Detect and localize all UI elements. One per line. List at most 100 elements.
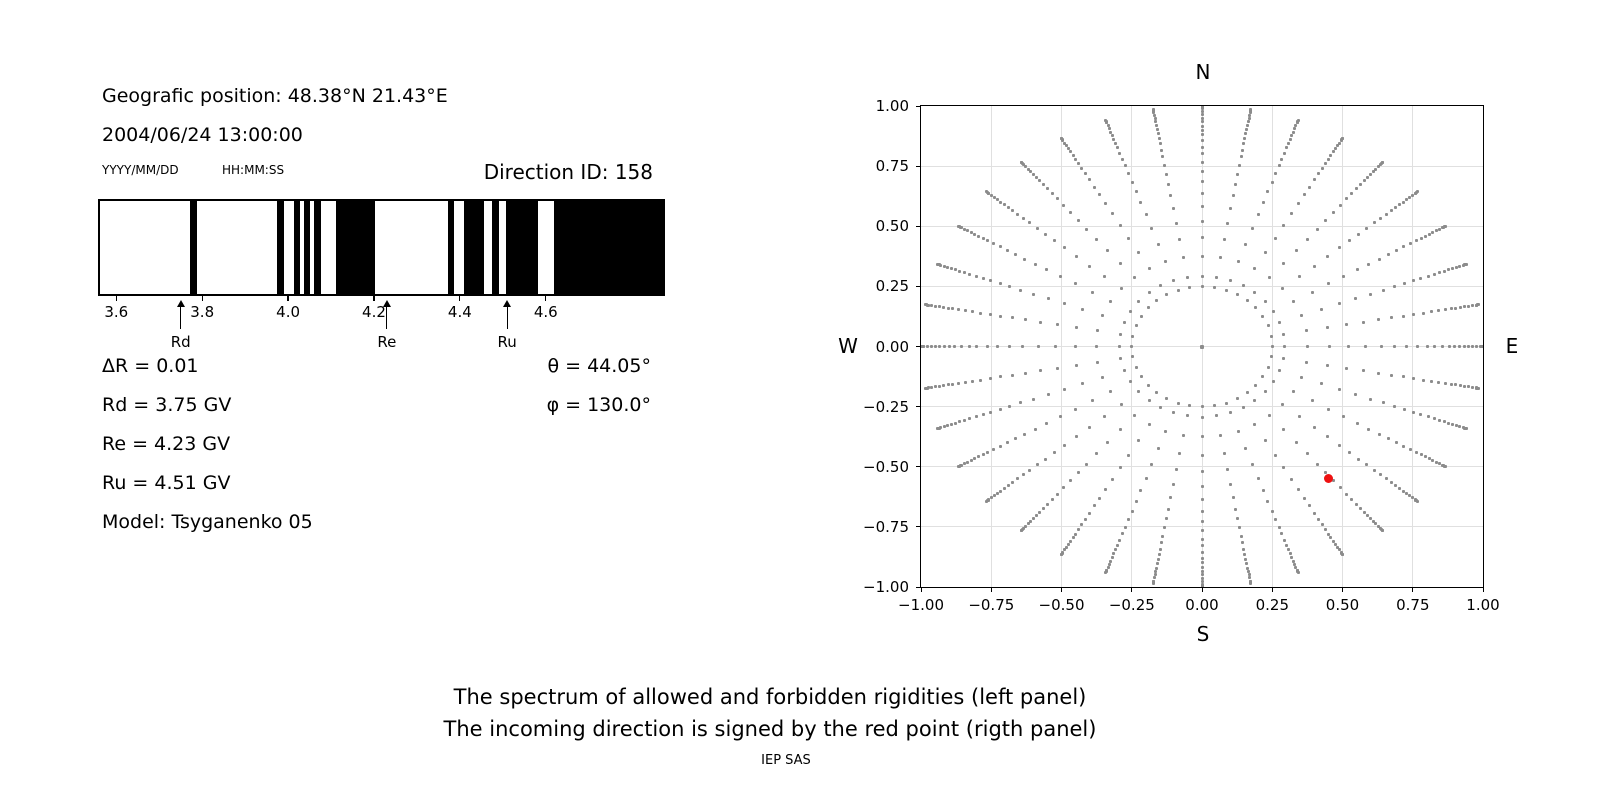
direction-dot — [1154, 123, 1158, 127]
direction-dot — [1200, 133, 1204, 137]
direction-dot — [985, 345, 989, 348]
direction-dot — [1478, 345, 1482, 348]
direction-dot — [1474, 345, 1478, 348]
direction-dot — [1369, 397, 1372, 401]
compass-label-west: W — [838, 334, 858, 358]
compass-label-north: N — [1195, 60, 1211, 84]
direction-dot — [1114, 141, 1117, 145]
direction-dot — [1253, 423, 1257, 427]
direction-dot — [1023, 371, 1027, 375]
direction-dot — [1354, 393, 1358, 396]
direction-dot — [1447, 345, 1451, 348]
direction-dot — [1080, 166, 1084, 170]
direction-dot — [953, 345, 957, 348]
direction-dot — [1261, 200, 1265, 204]
direction-dot — [1282, 538, 1286, 542]
direction-dot — [1054, 345, 1058, 348]
direction-dot — [1315, 462, 1319, 466]
direction-dot — [1200, 106, 1204, 110]
direction-dot — [1200, 145, 1204, 149]
direction-dot — [1104, 487, 1108, 491]
direction-dot — [966, 460, 970, 464]
direction-dot — [1123, 320, 1127, 324]
direction-dot — [1392, 404, 1396, 408]
direction-dot — [1200, 529, 1204, 532]
direction-dot — [1182, 434, 1186, 438]
direction-dot — [1271, 309, 1275, 313]
direction-dot — [1470, 385, 1474, 389]
direction-dot — [1325, 326, 1329, 330]
direction-dot — [1454, 306, 1458, 310]
direction-dot — [937, 345, 941, 348]
direction-dot — [1293, 127, 1297, 131]
direction-dot — [1306, 345, 1310, 348]
direction-dot — [1294, 249, 1298, 252]
direction-dot — [981, 413, 985, 417]
direction-dot — [1050, 497, 1054, 501]
rigidity-spectrum-plot — [98, 199, 665, 296]
direction-dot — [1346, 345, 1350, 348]
direction-dot — [1248, 576, 1252, 580]
direction-dot — [1467, 385, 1470, 389]
direction-dot — [1266, 365, 1270, 369]
cutoff-marker-arrowhead — [382, 300, 391, 307]
direction-dot — [1011, 481, 1015, 484]
direction-dot — [1365, 226, 1369, 230]
x-tick-label: −0.25 — [1108, 596, 1155, 614]
direction-dot — [1312, 425, 1316, 429]
direction-dot — [1076, 218, 1080, 222]
direction-dot — [1046, 393, 1050, 396]
direction-dot — [1402, 375, 1405, 379]
direction-dot — [1333, 147, 1337, 151]
value-phi: φ = 130.0° — [546, 394, 651, 416]
direction-dot — [1320, 523, 1324, 527]
direction-dot — [1397, 203, 1401, 207]
direction-dot — [1164, 260, 1168, 263]
direction-dot — [1075, 254, 1078, 258]
x-tick-label: 0.75 — [1396, 596, 1430, 614]
direction-dot — [1266, 500, 1270, 503]
direction-dot — [1245, 391, 1249, 395]
direction-dot — [1441, 226, 1445, 229]
spectrum-band — [464, 201, 484, 294]
direction-dot — [987, 192, 991, 195]
direction-dot — [1008, 285, 1012, 289]
direction-dot — [1167, 182, 1170, 186]
direction-dot — [1005, 248, 1009, 252]
direction-dot — [1299, 375, 1303, 379]
direction-dot — [1063, 443, 1067, 447]
direction-dot — [1297, 275, 1301, 279]
direction-dot — [1028, 468, 1032, 472]
direction-dot — [1296, 202, 1300, 206]
direction-dot — [1253, 266, 1257, 270]
direction-dot — [960, 345, 963, 348]
direction-dot — [1137, 250, 1140, 254]
x-axis-tick-mark — [115, 296, 117, 301]
direction-dot — [1134, 324, 1138, 328]
x-tick-mark — [1342, 588, 1343, 592]
direction-dot — [1422, 311, 1426, 315]
direction-dot — [1282, 466, 1286, 470]
direction-dot — [1302, 193, 1306, 197]
x-tick-label: −1.00 — [898, 596, 944, 614]
direction-dot — [1295, 568, 1299, 572]
direction-dot — [1071, 536, 1075, 539]
direction-dot — [1266, 190, 1270, 193]
direction-dot — [1052, 239, 1056, 242]
direction-dot — [1294, 565, 1298, 569]
direction-dot — [1359, 182, 1363, 186]
direction-dot — [1390, 373, 1394, 377]
direction-dot — [1075, 326, 1079, 330]
direction-dot — [1291, 130, 1295, 134]
direction-dot — [1366, 513, 1370, 517]
direction-dot — [998, 407, 1002, 411]
direction-dot — [1172, 206, 1176, 210]
spectrum-band — [505, 201, 539, 294]
direction-dot — [1176, 401, 1180, 405]
x-axis-tick-mark — [459, 296, 461, 301]
direction-dot — [1376, 524, 1380, 528]
direction-dot — [1319, 307, 1323, 311]
direction-dot — [1372, 468, 1376, 472]
direction-dot — [1118, 428, 1122, 432]
direction-dot — [1395, 248, 1399, 252]
